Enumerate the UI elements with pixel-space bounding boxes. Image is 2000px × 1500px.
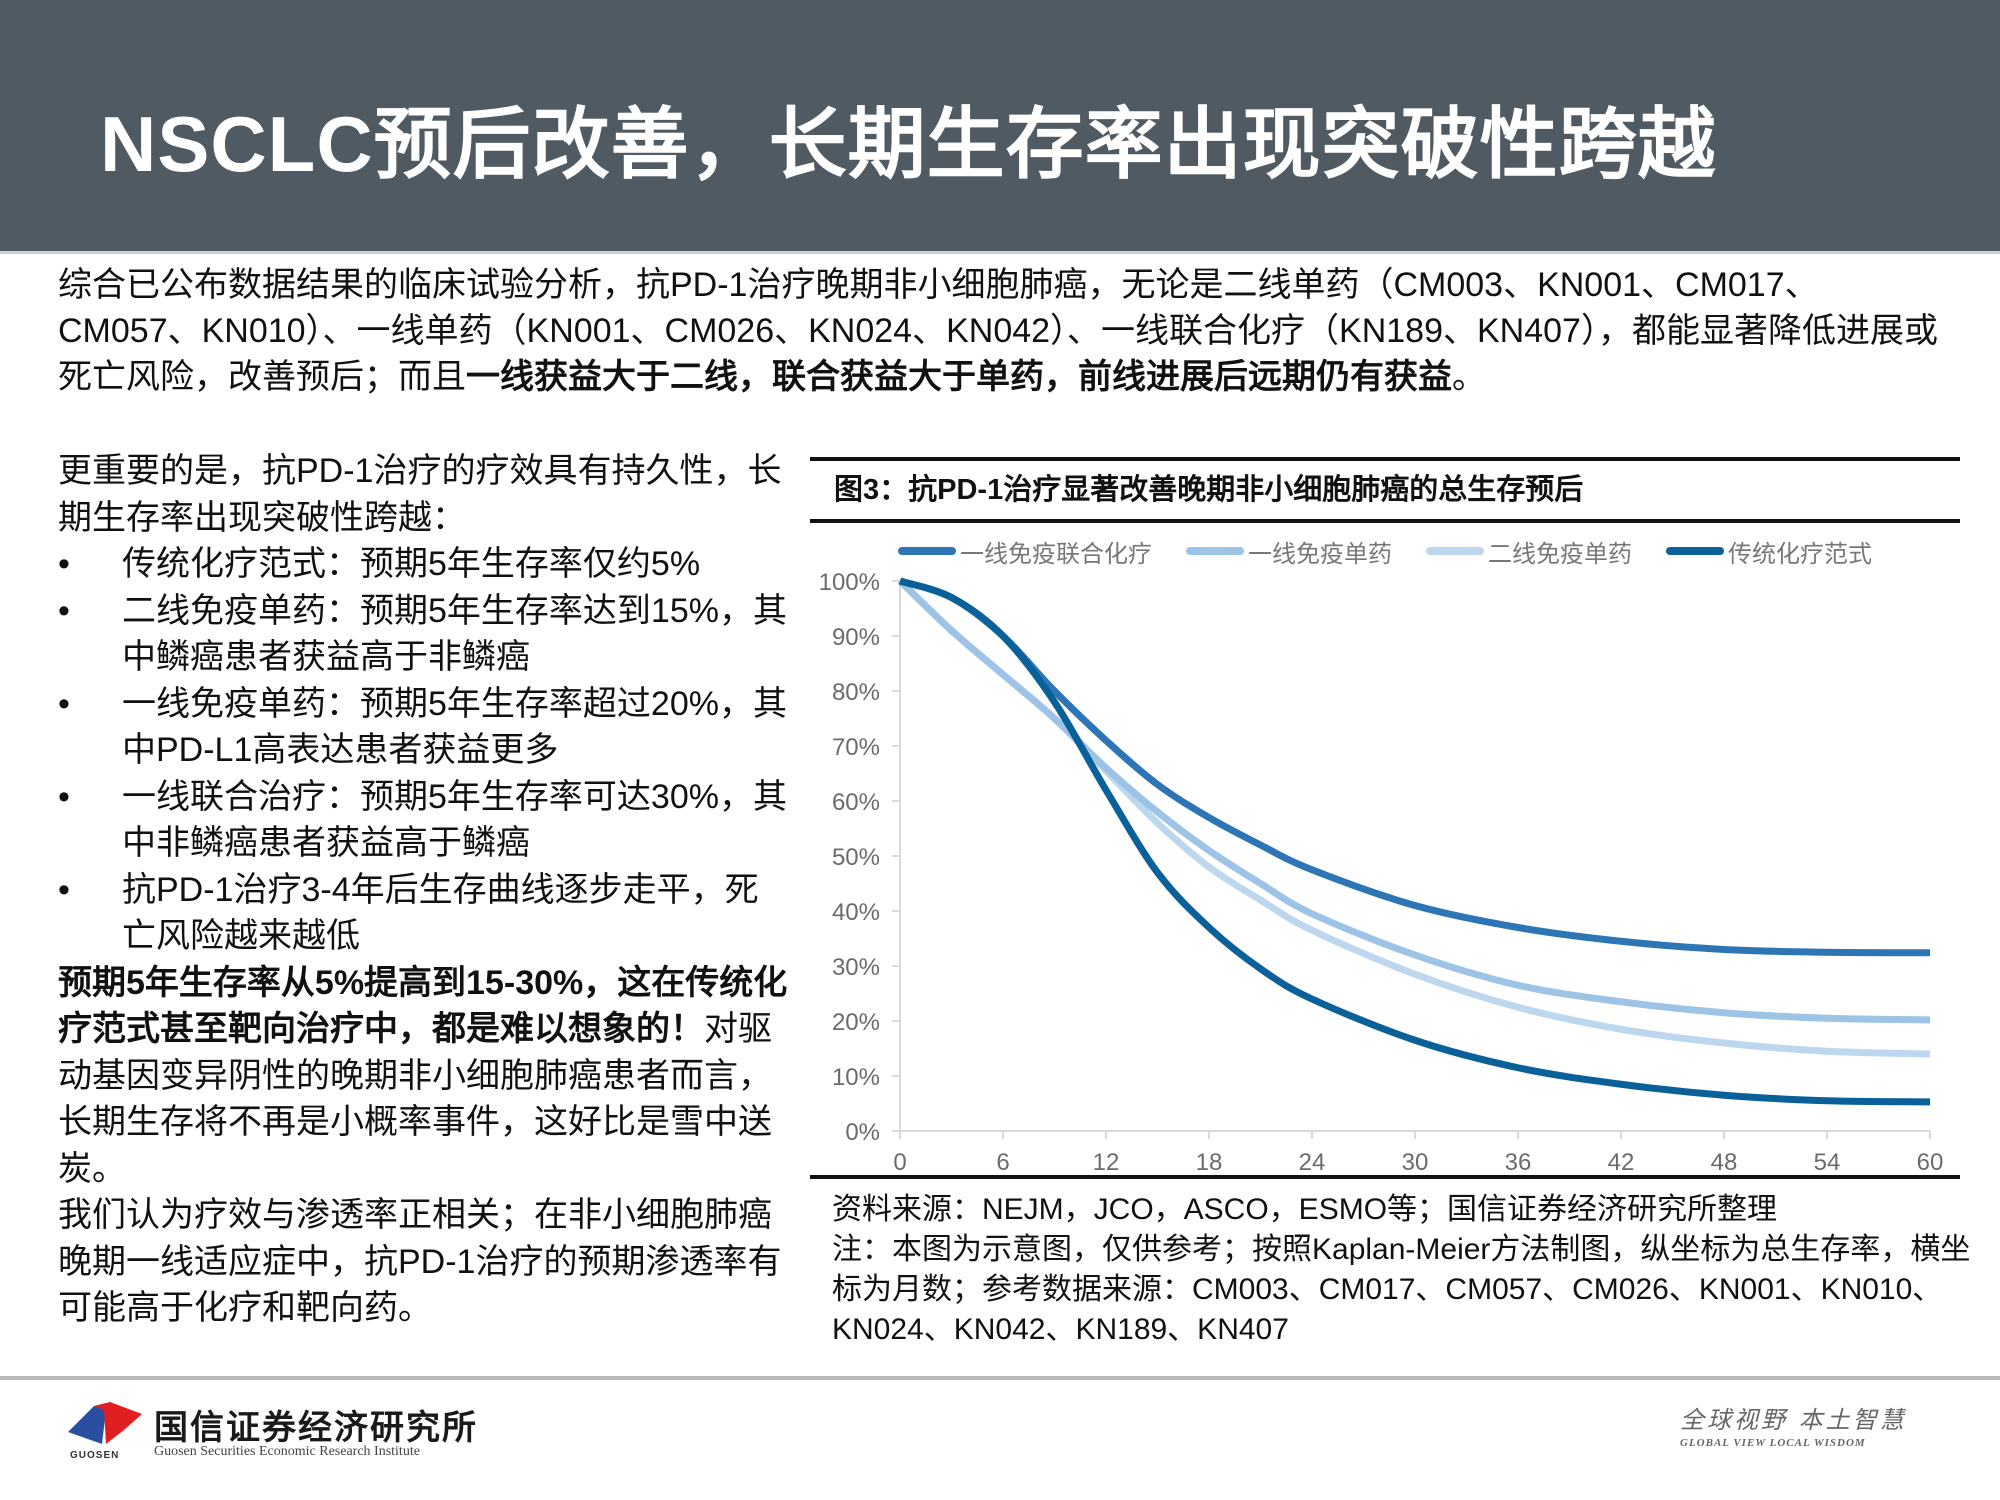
x-tick-label: 42 (1608, 1149, 1635, 1176)
page-title: NSCLC预后改善，长期生存率出现突破性跨越 (100, 100, 1717, 188)
series-line (898, 577, 1931, 1106)
y-tick-label: 50% (832, 844, 880, 871)
x-tick-label: 30 (1402, 1149, 1429, 1176)
figure-panel: 图3：抗PD-1治疗显著改善晚期非小细胞肺癌的总生存预后 一线免疫联合化疗 一线… (810, 457, 1960, 568)
y-tick-label: 30% (832, 954, 880, 981)
logo-name-cn: 国信证券经济研究所 (154, 1408, 478, 1448)
company-logo: GUOSEN 国信证券经济研究所 Guosen Securities Econo… (66, 1400, 486, 1465)
legend-swatch-icon (1426, 547, 1484, 555)
x-tick-label: 6 (996, 1149, 1009, 1176)
x-tick-label: 0 (893, 1149, 906, 1176)
emphasis-bold: 预期5年生存率从5%提高到15-30%，这在传统化疗范式甚至靶向治疗中，都是难以… (58, 963, 788, 1049)
emphasis-rest: 对驱动基因变异阴性的晚期非小细胞肺癌患者而言，长期生存将不再是小概率事件，这好比… (58, 1010, 772, 1188)
figure-title: 图3：抗PD-1治疗显著改善晚期非小细胞肺癌的总生存预后 (834, 474, 1584, 506)
x-tick-label: 48 (1711, 1149, 1738, 1176)
guosen-logo-icon (68, 1402, 142, 1444)
series-line (897, 578, 1931, 1058)
bullet-text: 传统化疗范式：预期5年生存率仅约5% (122, 545, 701, 583)
y-tick-label: 60% (832, 789, 880, 816)
bullet-icon: • (58, 777, 70, 816)
bullet-icon: • (58, 545, 70, 583)
slogan-en: GLOBAL VIEW LOCAL WISDOM (1680, 1437, 1866, 1449)
bullet-text: 一线联合治疗：预期5年生存率可达30%，其中非鳞癌患者获益高于鳞癌 (122, 777, 787, 863)
bullet-list: • 传统化疗范式：预期5年生存率仅约5% • 二线免疫单药：预期5年生存率达到15%… (58, 541, 788, 960)
y-tick-label: 10% (832, 1064, 880, 1091)
intro-text: 综合已公布数据结果的临床试验分析，抗PD-1治疗晚期非小细胞肺癌，无论是二线单药… (58, 266, 1938, 396)
chart-legend: 一线免疫联合化疗 一线免疫单药 二线免疫单药 传统化疗范式 (810, 533, 1960, 569)
bullet-icon: • (58, 684, 70, 723)
legend-swatch-icon (898, 547, 956, 555)
x-tick-label: 18 (1196, 1149, 1223, 1176)
y-tick-label: 90% (832, 624, 880, 651)
header-band: NSCLC预后改善，长期生存率出现突破性跨越 (0, 0, 2000, 251)
intro-highlight: 一线获益大于二线，联合获益大于单药，前线进展后远期仍有获益 (466, 358, 1452, 396)
figure-note: 注：本图为示意图，仅供参考；按照Kaplan-Meier方法制图，纵坐标为总生存… (832, 1233, 1971, 1346)
emphasis-paragraph: 预期5年生存率从5%提高到15-30%，这在传统化疗范式甚至靶向治疗中，都是难以… (58, 960, 788, 1193)
legend-item: 一线免疫联合化疗 (898, 533, 1152, 569)
legend-label: 一线免疫单药 (1248, 540, 1392, 568)
legend-label: 二线免疫单药 (1488, 540, 1632, 568)
bullet-text: 抗PD-1治疗3-4年后生存曲线逐步走平，死亡风险越来越低 (122, 870, 759, 956)
x-tick-label: 36 (1505, 1149, 1532, 1176)
legend-swatch-icon (1666, 547, 1724, 555)
legend-swatch-icon (1186, 547, 1244, 555)
slogan: 全球视野 本土智慧 GLOBAL VIEW LOCAL WISDOM (1680, 1400, 1940, 1449)
figure-top-rule (810, 457, 1960, 461)
bullet-icon: • (58, 870, 70, 909)
y-tick-label: 100% (819, 569, 880, 596)
conclusion-paragraph: 我们认为疗效与渗透率正相关；在非小细胞肺癌晚期一线适应症中，抗PD-1治疗的预期… (58, 1196, 782, 1327)
intro-end: 。 (1452, 358, 1486, 396)
lead-text: 更重要的是，抗PD-1治疗的疗效具有持久性，长期生存率出现突破性跨越： (58, 452, 782, 537)
y-tick-label: 0% (845, 1119, 880, 1146)
bullet-item: • 抗PD-1治疗3-4年后生存曲线逐步走平，死亡风险越来越低 (58, 867, 788, 960)
figure-bottom-rule (810, 1175, 1960, 1179)
bullet-item: • 传统化疗范式：预期5年生存率仅约5% (58, 541, 788, 588)
bullet-item: • 一线联合治疗：预期5年生存率可达30%，其中非鳞癌患者获益高于鳞癌 (58, 774, 788, 867)
legend-label: 一线免疫联合化疗 (960, 540, 1152, 568)
series-line (897, 578, 1931, 1024)
legend-item: 传统化疗范式 (1666, 533, 1872, 569)
logo-mark-text: GUOSEN (70, 1450, 120, 1461)
legend-label: 传统化疗范式 (1728, 540, 1872, 568)
bullet-icon: • (58, 591, 70, 630)
series-line (898, 577, 1931, 957)
footer-divider (0, 1376, 2000, 1380)
y-tick-label: 70% (832, 734, 880, 761)
header-divider (0, 251, 2000, 254)
x-tick-label: 54 (1814, 1149, 1841, 1176)
legend-item: 二线免疫单药 (1426, 533, 1632, 569)
figure-notes: 资料来源：NEJM，JCO，ASCO，ESMO等；国信证券经济研究所整理 注：本… (832, 1190, 1972, 1350)
bullet-text: 一线免疫单药：预期5年生存率超过20%，其中PD-L1高表达患者获益更多 (122, 684, 787, 770)
left-column: 更重要的是，抗PD-1治疗的疗效具有持久性，长期生存率出现突破性跨越： • 传统化… (58, 448, 788, 1332)
bullet-text: 二线免疫单药：预期5年生存率达到15%，其中鳞癌患者获益高于非鳞癌 (122, 591, 787, 677)
x-tick-label: 24 (1299, 1149, 1326, 1176)
slogan-cn: 全球视野 本土智慧 (1680, 1406, 1907, 1434)
figure-title-rule (810, 519, 1960, 523)
intro-paragraph: 综合已公布数据结果的临床试验分析，抗PD-1治疗晚期非小细胞肺癌，无论是二线单药… (58, 262, 1958, 400)
y-tick-label: 20% (832, 1009, 880, 1036)
bullet-item: • 一线免疫单药：预期5年生存率超过20%，其中PD-L1高表达患者获益更多 (58, 681, 788, 774)
x-tick-label: 12 (1093, 1149, 1120, 1176)
bullet-item: • 二线免疫单药：预期5年生存率达到15%，其中鳞癌患者获益高于非鳞癌 (58, 588, 788, 681)
logo-name-en: Guosen Securities Economic Research Inst… (154, 1444, 420, 1459)
y-tick-label: 40% (832, 899, 880, 926)
y-tick-label: 80% (832, 679, 880, 706)
figure-source: 资料来源：NEJM，JCO，ASCO，ESMO等；国信证券经济研究所整理 (832, 1193, 1778, 1226)
legend-item: 一线免疫单药 (1186, 533, 1392, 569)
x-tick-label: 60 (1917, 1149, 1944, 1176)
